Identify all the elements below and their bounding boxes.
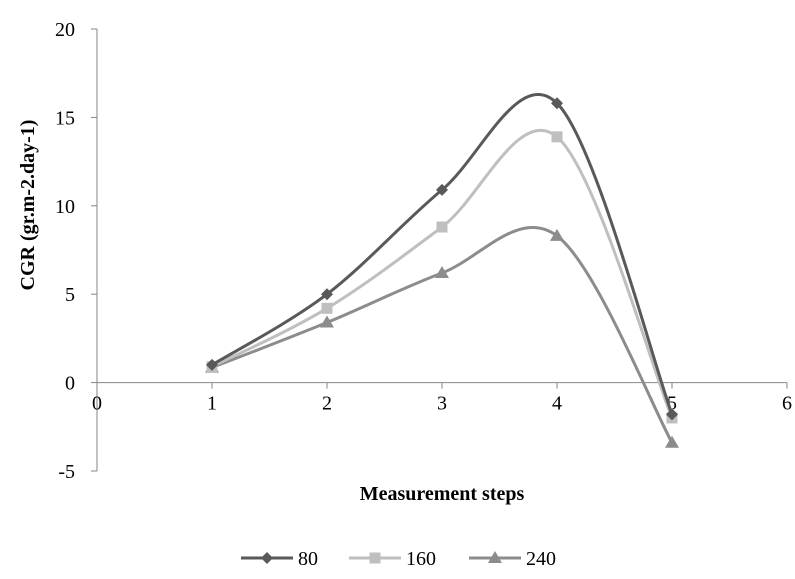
data-point (666, 408, 678, 421)
y-tick-label: 15 (55, 107, 75, 129)
x-tick-label: 2 (322, 393, 332, 415)
data-point (551, 97, 563, 110)
legend-item-240: 240 (469, 548, 556, 570)
x-tick-label: 4 (552, 393, 562, 415)
data-point (206, 358, 218, 371)
data-point (551, 131, 563, 143)
data-point (436, 221, 448, 233)
x-tick-label: 6 (782, 393, 792, 415)
data-point (321, 288, 333, 301)
x-tick-label: 3 (437, 393, 447, 415)
series-80 (206, 93, 678, 421)
data-point (665, 435, 679, 448)
legend-label: 240 (526, 548, 556, 570)
data-point (320, 315, 334, 328)
legend-item-80: 80 (241, 548, 318, 570)
legend-marker (488, 551, 502, 563)
legend-marker (261, 552, 273, 564)
legend-item-160: 160 (349, 548, 436, 570)
data-point (321, 302, 333, 314)
y-tick-label: 20 (55, 19, 75, 41)
y-tick-label: -5 (58, 461, 75, 483)
x-tick-label: 1 (207, 393, 217, 415)
y-tick-label: 5 (65, 284, 75, 306)
x-tick-label: 0 (92, 393, 102, 415)
legend: 80 160 240 (241, 548, 556, 570)
x-tick-label: 5 (667, 393, 677, 415)
data-point (436, 183, 448, 196)
y-axis-title: CGR (gr.m-2.day-1) (17, 120, 39, 291)
data-point (435, 265, 449, 278)
data-point (550, 228, 564, 241)
series-layer (205, 93, 679, 448)
legend-label: 160 (406, 548, 436, 570)
series-line-80 (211, 93, 674, 415)
axes: -5 0 5 10 15 20 0 1 2 3 4 5 6 (55, 19, 792, 483)
y-tick-label: 0 (65, 373, 75, 395)
y-tick-label: 10 (55, 196, 75, 218)
legend-label: 80 (298, 548, 318, 570)
series-240 (205, 226, 679, 448)
x-axis-title: Measurement steps (360, 483, 525, 505)
legend-marker (369, 552, 381, 564)
series-line-160 (211, 128, 674, 419)
series-line-240 (211, 226, 674, 444)
